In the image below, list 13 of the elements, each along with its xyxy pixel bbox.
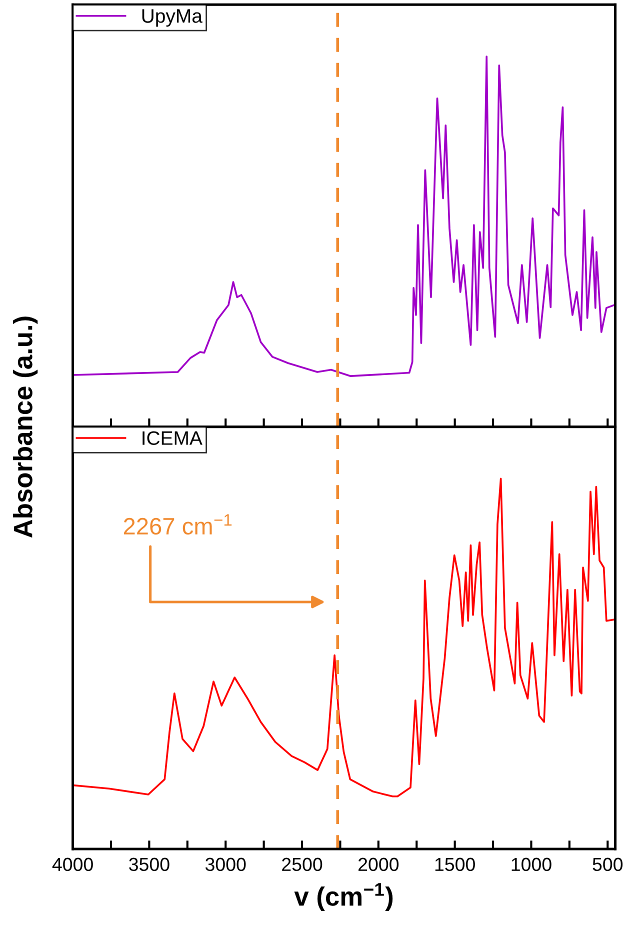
x-tick-label: 500 xyxy=(592,858,623,872)
x-tick-label: 3500 xyxy=(129,858,170,872)
x-tick-label: 1000 xyxy=(512,858,552,872)
annotation: 2267 cm$^{−1}$ xyxy=(124,514,232,535)
x-tick-label: 1500 xyxy=(435,858,475,872)
x-tick-label: 3000 xyxy=(205,858,246,872)
x-tick-label: 2000 xyxy=(358,858,399,872)
x-tick-label: 4000 xyxy=(52,858,93,872)
legend-label: UpyMa xyxy=(142,9,202,27)
x-axis-title: v (cm$^{−1}$) xyxy=(294,883,393,912)
legend-label: ICEMA xyxy=(142,431,202,445)
x-tick-label: 2500 xyxy=(282,858,322,872)
y-axis-title: Absorbance (a.u.) xyxy=(13,316,38,538)
